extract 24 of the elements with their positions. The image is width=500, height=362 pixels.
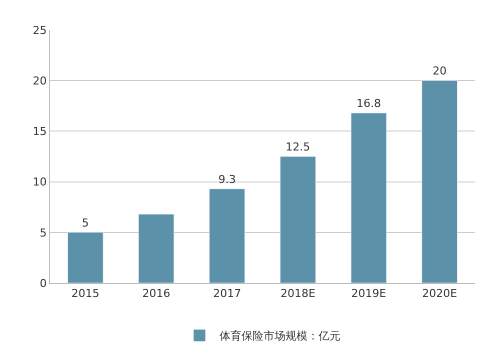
y-tick-label: 15 <box>32 125 47 138</box>
bar <box>67 232 104 283</box>
legend-label: 体育保险市场规模：亿元 <box>220 330 340 343</box>
y-tick-label: 0 <box>40 276 47 290</box>
x-tick-label: 2015 <box>71 287 100 300</box>
bar <box>280 156 316 283</box>
x-tick-label: 2016 <box>142 287 170 300</box>
y-tick-label: 5 <box>40 226 47 240</box>
x-tick-label: 2017 <box>213 287 242 300</box>
data-label: 20 <box>432 64 447 78</box>
data-label: 9.3 <box>218 172 236 186</box>
data-label: 5 <box>82 216 89 230</box>
x-tick-label: 2018E <box>280 287 316 300</box>
bar <box>209 188 246 283</box>
x-tick-label: 2020E <box>422 287 458 300</box>
y-tick-label: 25 <box>32 24 47 37</box>
bar <box>422 80 458 283</box>
bar <box>350 112 387 283</box>
bar <box>138 214 174 283</box>
y-tick-label: 10 <box>32 176 47 189</box>
x-tick-label: 2019E <box>351 287 386 300</box>
data-label: 12.5 <box>286 140 310 154</box>
data-label: 16.8 <box>356 96 381 110</box>
y-tick-label: 20 <box>32 74 47 88</box>
